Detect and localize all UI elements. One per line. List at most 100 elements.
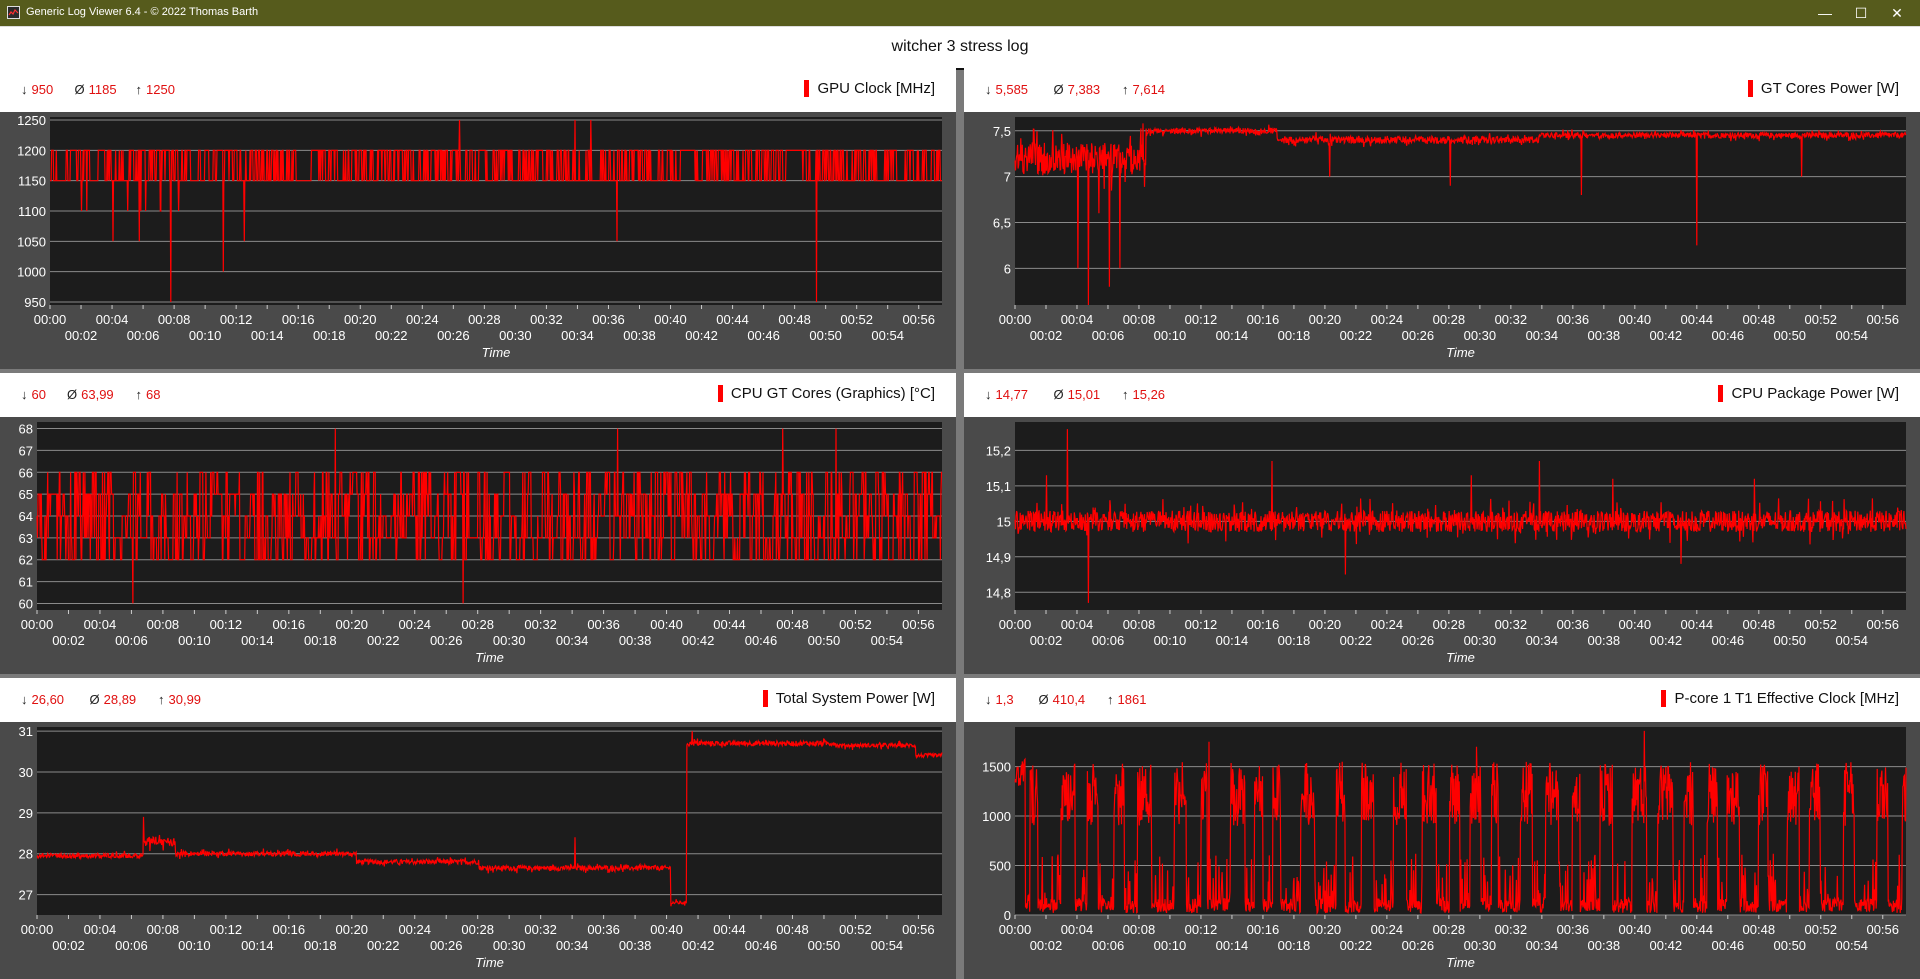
x-tick-label: 00:22 (1340, 938, 1373, 953)
avg-stat: Ø 63,99 (67, 387, 114, 402)
x-tick-label: 00:32 (1495, 312, 1528, 327)
x-tick-label: 00:06 (1092, 328, 1125, 343)
series-line (1014, 123, 1907, 306)
x-tick-label: 00:02 (52, 633, 85, 648)
x-tick-label: 00:54 (1835, 328, 1868, 343)
x-tick-label: 00:30 (1464, 633, 1497, 648)
minimize-button[interactable]: — (1818, 5, 1832, 21)
avg-stat-value: 28,89 (103, 692, 137, 707)
x-tick-label: 00:20 (1309, 922, 1342, 937)
x-tick-label: 00:22 (367, 633, 400, 648)
x-tick-label: 00:10 (178, 938, 211, 953)
x-tick-label: 00:24 (406, 312, 439, 327)
x-tick-label: 00:28 (1433, 922, 1466, 937)
x-tick-label: 00:06 (115, 938, 148, 953)
x-tick-label: 00:00 (21, 617, 54, 632)
max-stat: ↑ 1250 (135, 82, 175, 97)
stats-bar: ↓ 1,3 Ø 410,4 ↑ 1861 P-core 1 T1 Effective Clo… (964, 678, 1920, 722)
window-title: Generic Log Viewer 6.4 - © 2022 Thomas B… (26, 6, 259, 18)
x-tick-label: 00:42 (682, 938, 715, 953)
y-tick-label: 68 (19, 422, 33, 437)
min-stat-value: 1,3 (995, 692, 1014, 707)
chart-svg: 14,814,91515,115,200:0000:0200:0400:0600… (986, 422, 1907, 665)
x-tick-label: 00:56 (902, 617, 935, 632)
x-axis-label: Time (1446, 345, 1475, 360)
x-tick-label: 00:42 (1650, 328, 1683, 343)
x-tick-label: 00:48 (778, 312, 811, 327)
min-stat-value: 950 (31, 82, 54, 97)
x-tick-label: 00:46 (1712, 328, 1745, 343)
x-tick-label: 00:34 (1526, 633, 1559, 648)
x-tick-label: 00:14 (1216, 328, 1249, 343)
x-tick-label: 00:50 (808, 938, 841, 953)
chart-title: CPU GT Cores (Graphics) [°C] (717, 385, 935, 402)
log-title: witcher 3 stress log (891, 38, 1029, 55)
x-axis-label: Time (482, 345, 511, 360)
x-tick-label: 00:30 (1464, 938, 1497, 953)
x-tick-label: 00:42 (1650, 938, 1683, 953)
close-button[interactable]: ✕ (1891, 5, 1903, 21)
x-tick-label: 00:36 (587, 617, 620, 632)
max-stat-value: 15,26 (1132, 387, 1166, 402)
x-tick-label: 00:42 (1650, 633, 1683, 648)
y-tick-label: 500 (989, 859, 1011, 874)
chart-panel: ↓ 1,3 Ø 410,4 ↑ 1861 P-core 1 T1 Effective Clo… (964, 678, 1920, 979)
x-tick-label: 00:28 (1433, 617, 1466, 632)
x-tick-label: 00:18 (1278, 633, 1311, 648)
x-tick-label: 00:00 (999, 922, 1032, 937)
x-tick-label: 00:00 (999, 312, 1032, 327)
avg-stat-value: 15,01 (1067, 387, 1101, 402)
x-tick-label: 00:02 (1030, 328, 1063, 343)
x-tick-label: 00:50 (808, 633, 841, 648)
avg-stat-value: 410,4 (1052, 692, 1086, 707)
avg-stat: Ø 7,383 (1053, 82, 1101, 97)
x-tick-label: 00:08 (158, 312, 191, 327)
x-tick-label: 00:10 (178, 633, 211, 648)
x-tick-label: 00:34 (556, 633, 589, 648)
x-tick-label: 00:00 (34, 312, 67, 327)
x-axis-label: Time (1446, 650, 1475, 665)
max-stat: ↑ 30,99 (158, 692, 202, 707)
avg-stat-value: 7,383 (1067, 82, 1101, 97)
x-tick-label: 00:06 (1092, 938, 1125, 953)
x-tick-label: 00:34 (1526, 938, 1559, 953)
max-stat: ↑ 15,26 (1122, 387, 1166, 402)
x-tick-label: 00:56 (902, 312, 935, 327)
x-tick-label: 00:48 (1743, 312, 1776, 327)
x-tick-label: 00:00 (999, 617, 1032, 632)
x-tick-label: 00:44 (1681, 617, 1714, 632)
x-tick-label: 00:48 (776, 617, 809, 632)
chart-panel: ↓ 26,60 Ø 28,89 ↑ 30,99 Total System Power [W]… (0, 678, 956, 979)
x-tick-label: 00:02 (65, 328, 98, 343)
x-tick-label: 00:12 (220, 312, 253, 327)
x-tick-label: 00:04 (96, 312, 129, 327)
x-tick-label: 00:16 (1247, 922, 1280, 937)
stats-bar: ↓ 5,585 Ø 7,383 ↑ 7,614 GT Cores Power [W] (964, 68, 1920, 112)
x-tick-label: 00:52 (839, 922, 872, 937)
x-tick-label: 00:16 (1247, 617, 1280, 632)
x-tick-label: 00:24 (398, 617, 431, 632)
x-tick-label: 00:32 (1495, 922, 1528, 937)
x-tick-label: 00:06 (127, 328, 160, 343)
y-tick-label: 15 (997, 514, 1011, 529)
x-tick-label: 00:04 (84, 922, 117, 937)
x-tick-label: 00:26 (1402, 633, 1435, 648)
y-tick-label: 65 (19, 487, 33, 502)
y-tick-label: 66 (19, 465, 33, 480)
chart-title: GPU Clock [MHz] (804, 80, 935, 97)
chart-title: CPU Package Power [W] (1718, 385, 1899, 402)
avg-stat: Ø 1185 (74, 82, 117, 97)
x-tick-label: 00:40 (654, 312, 687, 327)
y-tick-label: 1150 (18, 174, 46, 189)
x-tick-label: 00:36 (1557, 617, 1590, 632)
chart-svg: 66,577,500:0000:0200:0400:0600:0800:1000… (993, 117, 1907, 360)
x-tick-label: 00:04 (1061, 922, 1094, 937)
x-tick-label: 00:28 (461, 617, 494, 632)
y-tick-label: 67 (19, 443, 33, 458)
x-tick-label: 00:34 (556, 938, 589, 953)
series-line (36, 731, 943, 907)
x-tick-label: 00:20 (1309, 617, 1342, 632)
maximize-button[interactable]: ☐ (1854, 5, 1868, 21)
x-tick-label: 00:12 (210, 922, 243, 937)
max-stat-value: 7,614 (1132, 82, 1166, 97)
